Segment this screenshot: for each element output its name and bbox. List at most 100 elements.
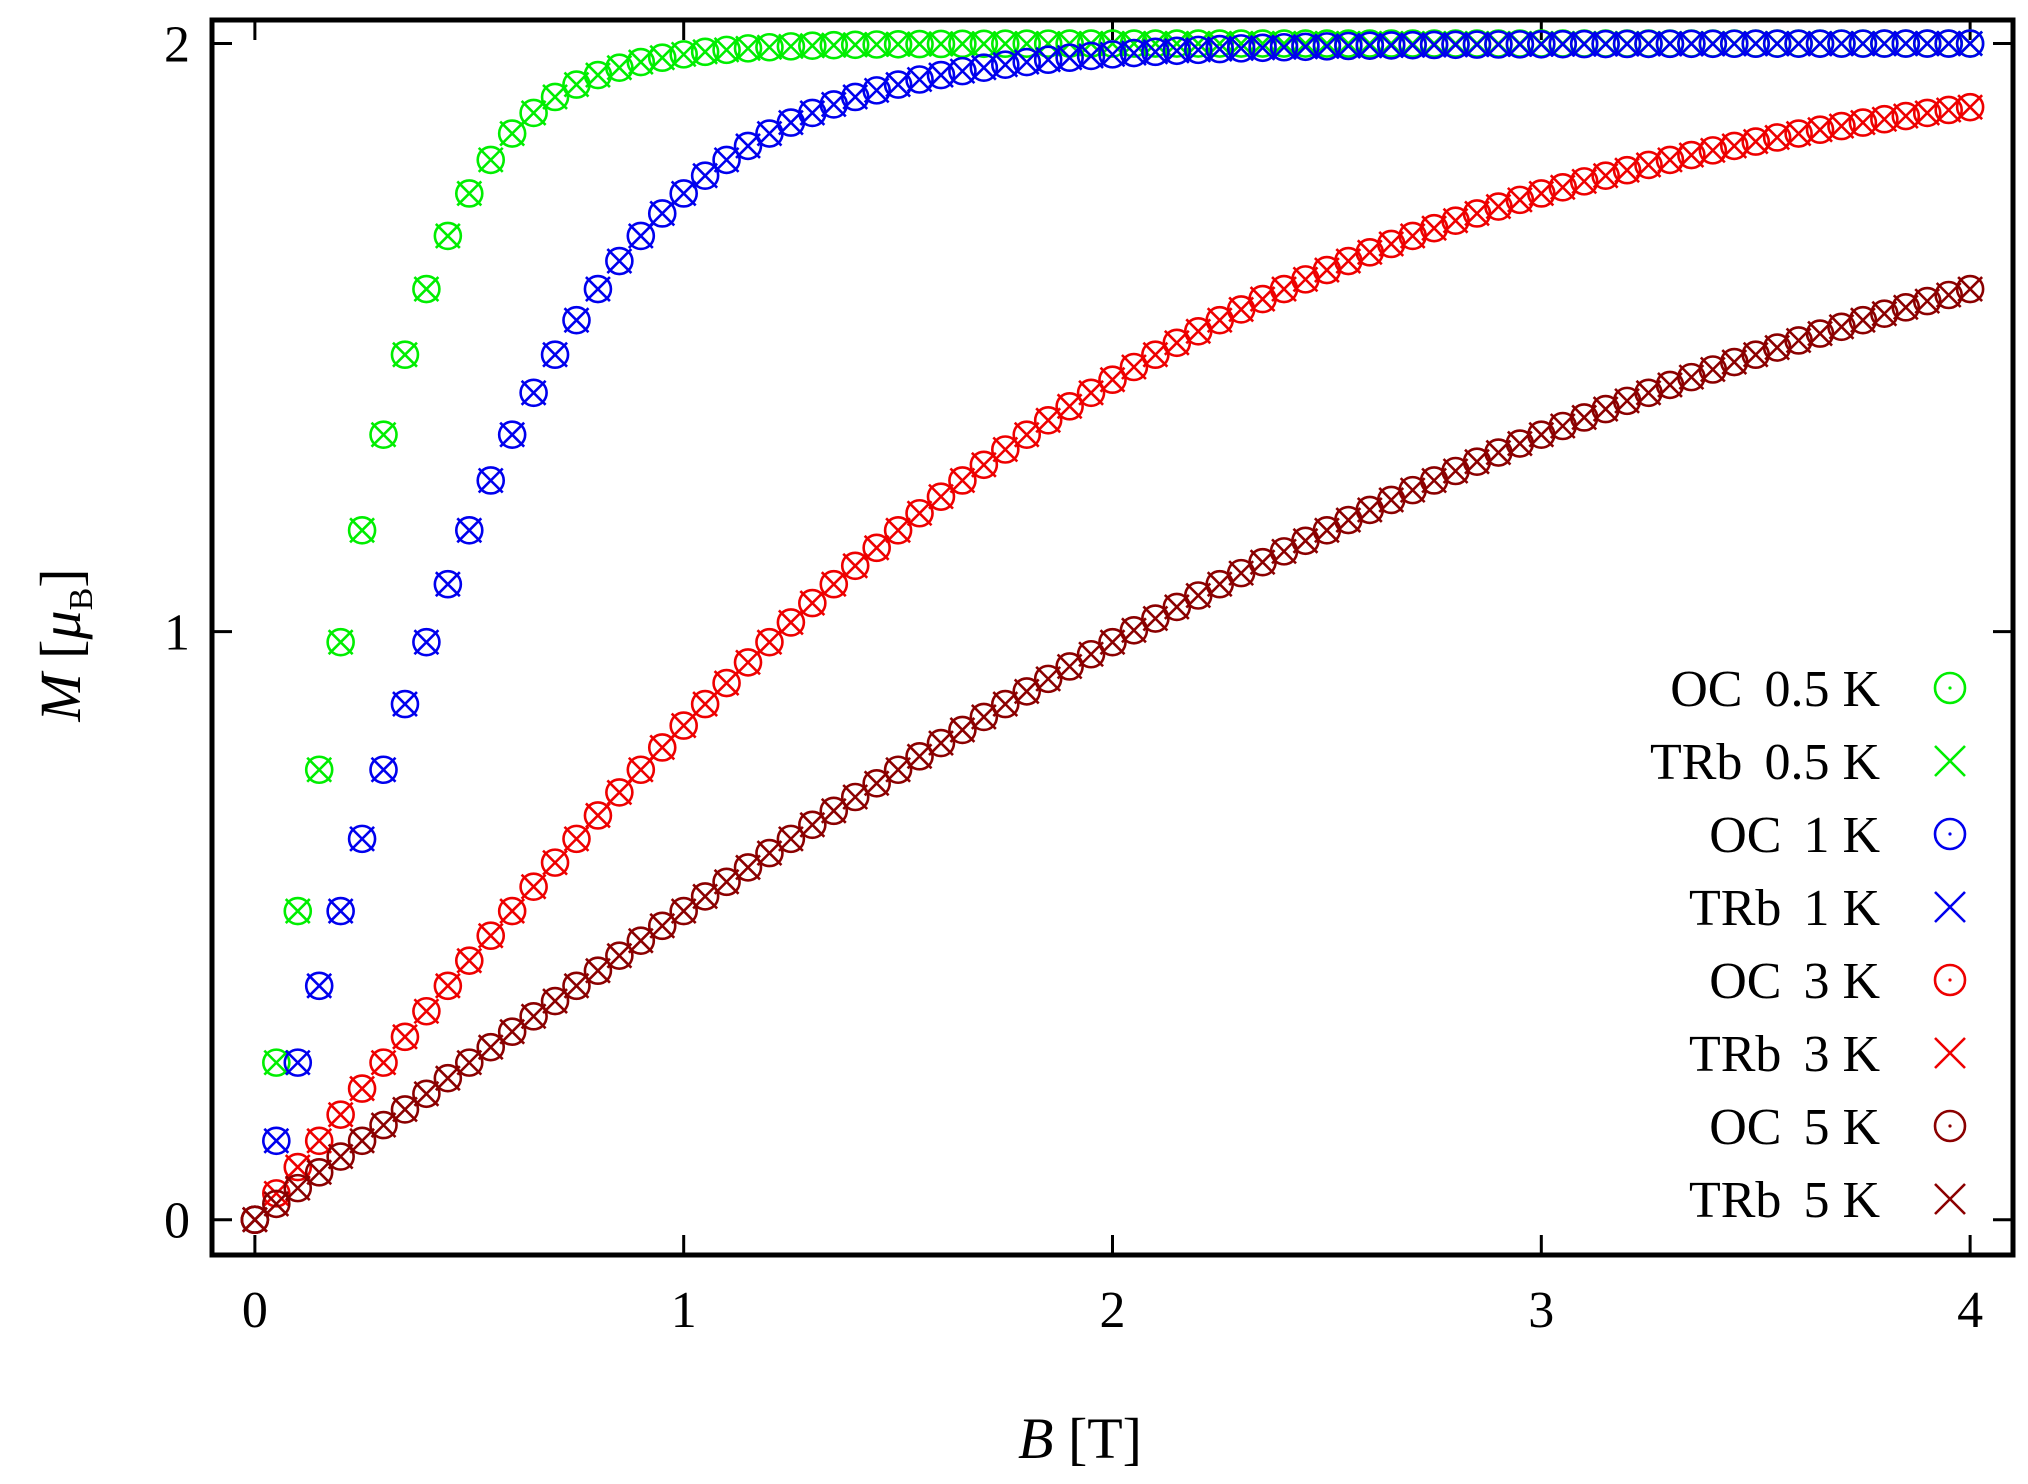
oc-point bbox=[1334, 31, 1363, 61]
oc-point bbox=[304, 755, 334, 785]
trb-point bbox=[542, 849, 568, 876]
oc-point bbox=[1741, 127, 1771, 156]
oc-point bbox=[605, 246, 634, 276]
trb-point bbox=[563, 972, 590, 999]
y-tick-label: 1 bbox=[164, 605, 190, 662]
trb-point bbox=[1163, 37, 1190, 64]
oc-point bbox=[1891, 293, 1921, 322]
oc-point bbox=[969, 702, 999, 732]
oc-point bbox=[476, 145, 506, 175]
oc-point bbox=[433, 1063, 463, 1093]
oc-point bbox=[390, 340, 420, 370]
trb-point bbox=[1614, 31, 1640, 57]
trb-point bbox=[477, 1034, 504, 1061]
oc-point bbox=[540, 82, 570, 112]
oc-point bbox=[883, 29, 913, 59]
legend-label: TRb 5 K bbox=[1689, 1172, 1880, 1229]
oc-point bbox=[647, 911, 677, 941]
oc-point bbox=[1076, 639, 1106, 669]
oc-point bbox=[497, 1017, 527, 1047]
x-axis-title: B [T] bbox=[1018, 1406, 1142, 1471]
trb-point bbox=[499, 1018, 526, 1045]
trb-point bbox=[520, 1003, 547, 1030]
legend-label: TRb 0.5 K bbox=[1650, 734, 1880, 791]
legend-method: TRb bbox=[1689, 1172, 1781, 1229]
oc-point bbox=[347, 516, 377, 545]
legend-center-dot bbox=[1948, 978, 1952, 982]
oc-point bbox=[626, 755, 656, 785]
x-tick-label: 2 bbox=[1100, 1282, 1126, 1339]
legend-circle-symbol bbox=[1933, 817, 1967, 851]
oc-point bbox=[1119, 615, 1149, 645]
oc-point bbox=[412, 274, 441, 304]
oc-point bbox=[605, 778, 634, 807]
trb-point bbox=[349, 1075, 376, 1102]
x-tick-label: 1 bbox=[671, 1282, 697, 1339]
oc-point bbox=[798, 588, 827, 618]
oc-point bbox=[1655, 29, 1685, 59]
trb-point bbox=[1464, 31, 1490, 58]
oc-point bbox=[540, 340, 570, 370]
oc-point bbox=[1698, 136, 1728, 165]
oc-point bbox=[776, 608, 806, 637]
trb-point bbox=[456, 1049, 483, 1076]
oc-point bbox=[283, 1173, 313, 1203]
trb-point bbox=[949, 30, 976, 57]
x-tick-label: 4 bbox=[1957, 1282, 1983, 1339]
trb-point bbox=[928, 730, 954, 756]
oc-point bbox=[1741, 29, 1771, 59]
oc-point bbox=[712, 145, 741, 175]
legend-method: OC bbox=[1709, 1099, 1781, 1156]
oc-point bbox=[819, 30, 849, 60]
oc-point bbox=[905, 29, 934, 59]
oc-point bbox=[1634, 29, 1663, 59]
oc-point bbox=[1569, 29, 1599, 59]
oc-point bbox=[626, 221, 656, 251]
legend-label: TRb 1 K bbox=[1689, 880, 1880, 937]
legend-method: TRb bbox=[1650, 734, 1742, 791]
oc-point bbox=[862, 533, 891, 563]
oc-point bbox=[1098, 365, 1127, 395]
trb-point bbox=[692, 162, 719, 189]
oc-point bbox=[798, 31, 827, 60]
trb-point bbox=[820, 571, 847, 598]
trb-point bbox=[777, 825, 804, 852]
oc-point bbox=[1612, 155, 1642, 185]
oc-point bbox=[1934, 95, 1963, 125]
oc-point bbox=[883, 70, 913, 99]
oc-point bbox=[669, 711, 698, 740]
trb-point bbox=[413, 998, 440, 1025]
trb-point bbox=[777, 33, 804, 60]
oc-point bbox=[1505, 185, 1535, 215]
trb-point bbox=[306, 1159, 333, 1186]
legend-entry: TRb 1 K bbox=[1689, 880, 1966, 937]
trb-point bbox=[1914, 100, 1941, 126]
oc-point bbox=[1591, 29, 1620, 59]
trb-point bbox=[499, 898, 526, 924]
legend-label: OC 5 K bbox=[1709, 1099, 1880, 1156]
legend-temperature: 0.5 K bbox=[1764, 734, 1880, 791]
trb-point bbox=[906, 500, 933, 527]
trb-point bbox=[756, 840, 783, 867]
trb-point bbox=[263, 1127, 290, 1154]
trb-point bbox=[1078, 379, 1104, 406]
oc-point bbox=[883, 516, 913, 545]
oc-point bbox=[1612, 29, 1642, 59]
trb-point bbox=[306, 1127, 333, 1154]
oc-point bbox=[1634, 150, 1663, 180]
trb-point bbox=[756, 34, 783, 61]
oc-point bbox=[776, 32, 806, 61]
trb-point bbox=[413, 1080, 440, 1107]
legend-entry: OC 5 K bbox=[1709, 1099, 1967, 1156]
oc-point bbox=[669, 179, 698, 208]
oc-point bbox=[1376, 31, 1406, 60]
trb-point bbox=[799, 811, 826, 838]
trb-point bbox=[713, 36, 740, 63]
trb-point bbox=[906, 31, 933, 58]
trb-point bbox=[1356, 32, 1383, 59]
legend-entry: TRb 0.5 K bbox=[1650, 734, 1966, 791]
oc-point bbox=[926, 60, 956, 90]
oc-point bbox=[562, 971, 591, 1001]
oc-point bbox=[626, 926, 656, 955]
